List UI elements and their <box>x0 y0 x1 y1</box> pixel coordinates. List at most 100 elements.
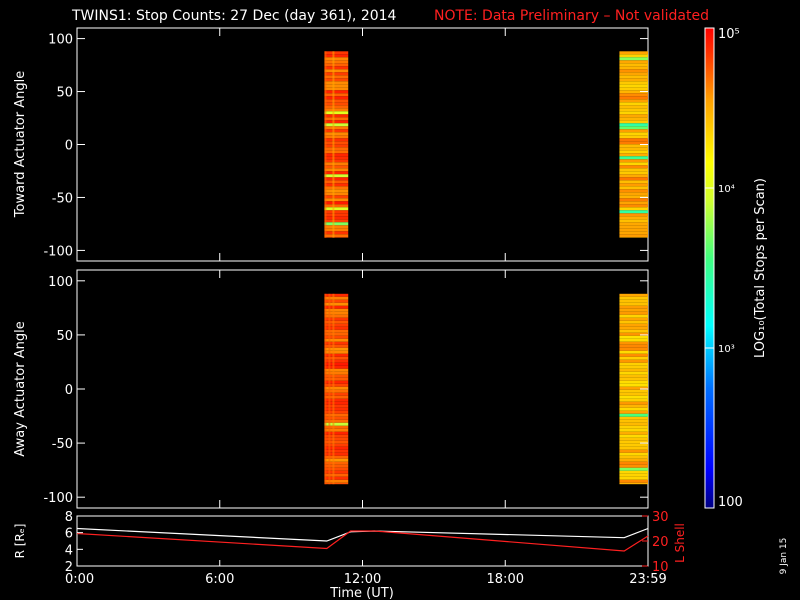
away-block-band <box>619 455 648 459</box>
toward-block-band <box>619 144 648 148</box>
away-block-band <box>619 395 648 399</box>
toward-block-band <box>324 69 349 73</box>
toward-block-band <box>324 93 349 97</box>
toward-block-band <box>324 174 349 178</box>
away-block-band <box>619 431 648 435</box>
toward-block-band <box>619 123 648 127</box>
toward-block-band <box>619 96 648 100</box>
toward-block-band <box>324 192 349 196</box>
away-block-band <box>619 383 648 387</box>
toward-block-band <box>324 90 349 94</box>
away-block-band <box>324 437 349 441</box>
toward-block-band <box>619 177 648 181</box>
orbit-ticks: 8 64 2 30 20 10 0:00 6:00 12:00 18:00 23:59 <box>65 510 669 587</box>
toward-block-band <box>619 234 648 238</box>
away-block-band <box>324 365 349 369</box>
toward-block-band <box>324 123 349 127</box>
toward-block-band <box>619 162 648 166</box>
toward-block-band <box>619 222 648 226</box>
away-block-band <box>619 458 648 462</box>
away-block-stripe <box>332 293 335 485</box>
away-block-band <box>619 308 648 312</box>
date-stamp: 9 Jan 15 <box>779 538 789 575</box>
time-tick-label: 18:00 <box>487 572 524 587</box>
toward-block-band <box>324 159 349 163</box>
away-block-band <box>619 332 648 336</box>
away-block-band <box>619 344 648 348</box>
away-block-band <box>619 296 648 300</box>
away-block-band <box>619 377 648 381</box>
toward-block-band <box>619 57 648 61</box>
away-block-band <box>619 299 648 303</box>
colorbar-tick-label: 10⁵ <box>718 27 740 42</box>
toward-block-band <box>619 150 648 154</box>
toward-block-band <box>619 63 648 67</box>
away-block-band <box>619 419 648 423</box>
away-block-band <box>324 350 349 354</box>
away-block-band <box>324 452 349 456</box>
toward-block-band <box>324 216 349 220</box>
toward-block-band <box>619 129 648 133</box>
toward-block-band <box>324 60 349 64</box>
away-block-band <box>619 362 648 366</box>
toward-block-band <box>619 201 648 205</box>
toward-block-band <box>619 132 648 136</box>
away-block-band <box>619 338 648 342</box>
away-block-band <box>619 413 648 417</box>
away-ytick-label: -100 <box>43 491 73 506</box>
away-block-band <box>619 452 648 456</box>
toward-block-band <box>619 231 648 235</box>
away-block-band <box>619 293 648 297</box>
away-block-band <box>324 410 349 414</box>
away-block-band <box>619 386 648 390</box>
away-y-ticks: 100 50 0 -50 -100 <box>43 270 649 508</box>
away-block-band <box>324 461 349 465</box>
toward-block-band <box>324 57 349 61</box>
orbit-panel: 8 64 2 30 20 10 0:00 6:00 12:00 18:00 23:59 R [Rₑ]… <box>13 510 687 600</box>
toward-block <box>324 51 349 238</box>
toward-block-band <box>619 93 648 97</box>
away-block-band <box>324 401 349 405</box>
toward-block-band <box>324 138 349 142</box>
toward-block-band <box>324 72 349 76</box>
away-block-band <box>619 356 648 360</box>
toward-block <box>619 51 648 238</box>
away-block-band <box>324 320 349 324</box>
radius-tick-label: 8 <box>65 510 73 525</box>
toward-ytick-label: 50 <box>56 86 73 101</box>
away-block-band <box>619 320 648 324</box>
away-block-band <box>619 359 648 363</box>
away-block-band <box>619 473 648 477</box>
toward-block-band <box>619 180 648 184</box>
toward-block-band <box>619 99 648 103</box>
toward-block-band <box>619 153 648 157</box>
away-block-band <box>324 425 349 429</box>
lshell-line <box>76 530 649 552</box>
away-y-label: Away Actuator Angle <box>13 321 28 456</box>
away-block-band <box>619 449 648 453</box>
toward-block-band <box>324 129 349 133</box>
away-block-band <box>324 413 349 417</box>
away-ytick-label: 50 <box>56 329 73 344</box>
away-block-band <box>324 434 349 438</box>
radius-tick-label: 2 <box>65 560 73 575</box>
toward-block-band <box>324 213 349 217</box>
toward-block-band <box>324 114 349 118</box>
away-block-band <box>324 464 349 468</box>
away-block-band <box>619 326 648 330</box>
toward-block-band <box>324 183 349 187</box>
toward-block-band <box>324 147 349 151</box>
toward-block-band <box>324 105 349 109</box>
toward-ytick-label: 0 <box>65 139 73 154</box>
toward-block-band <box>619 84 648 88</box>
away-block-band <box>324 374 349 378</box>
toward-block-band <box>324 66 349 70</box>
toward-block-band <box>324 222 349 226</box>
toward-block-band <box>324 201 349 205</box>
away-block-band <box>619 404 648 408</box>
away-block-band <box>619 329 648 333</box>
away-block-band <box>324 398 349 402</box>
away-block-band <box>324 476 349 480</box>
away-block-band <box>619 353 648 357</box>
